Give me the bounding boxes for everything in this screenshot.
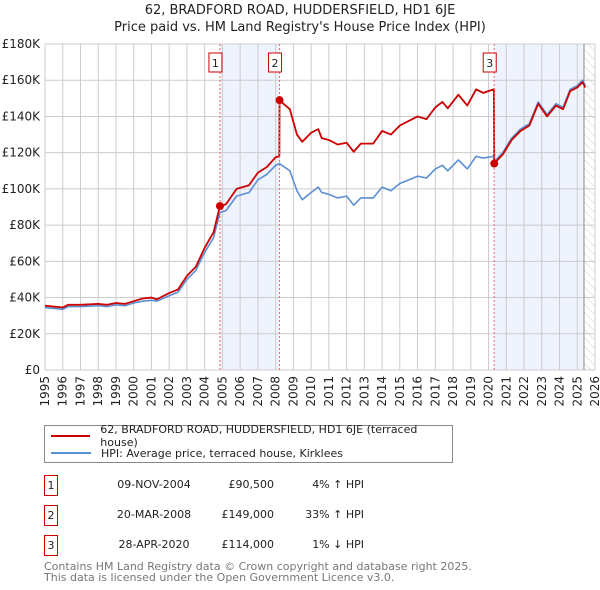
sale-marker-box: [482, 52, 497, 73]
x-tick-label: 2002: [162, 376, 176, 407]
x-tick-label: 2018: [446, 376, 460, 407]
x-tick-label: 2024: [553, 376, 567, 407]
y-tick-label: £0: [25, 363, 40, 377]
x-tick-label: 2019: [464, 376, 478, 407]
shaded-period: [494, 44, 584, 370]
transaction-hpi-diff: 4% ↑ HPI: [312, 478, 364, 491]
chart-title: 62, BRADFORD ROAD, HUDDERSFIELD, HD1 6JE: [144, 3, 456, 18]
shaded-period: [219, 44, 280, 370]
transaction-number: 2: [44, 505, 58, 526]
y-tick-label: £120K: [2, 146, 42, 160]
transaction-hpi-diff: 1% ↓ HPI: [312, 538, 364, 551]
x-tick-label: 2012: [340, 376, 354, 407]
price-paid-line: [44, 81, 587, 309]
sale-point: [490, 159, 499, 168]
transaction-date: 09-NOV-2004: [117, 478, 191, 491]
transaction-number: 1: [44, 475, 58, 496]
footer-licence: This data is licensed under the Open Gov…: [44, 571, 395, 584]
x-tick-label: 2005: [215, 376, 229, 407]
x-tick-label: 2014: [375, 376, 389, 407]
x-tick-label: 2009: [286, 376, 300, 407]
x-tick-label: 2011: [322, 376, 336, 407]
transaction-row: 1 09-NOV-2004 £90,500 4% ↑ HPI: [44, 475, 374, 496]
x-tick-label: 2026: [588, 376, 600, 407]
y-tick-label: £20K: [9, 327, 41, 341]
legend-item-hpi: HPI: Average price, terraced house, Kirk…: [51, 445, 343, 461]
x-tick-label: 2008: [269, 376, 283, 407]
x-tick-label: 2021: [499, 376, 513, 407]
sale-marker-label: 2: [272, 57, 279, 70]
transaction-row: 3 28-APR-2020 £114,000 1% ↓ HPI: [44, 535, 374, 556]
transaction-hpi-diff: 33% ↑ HPI: [305, 508, 364, 521]
x-tick-label: 2001: [144, 376, 158, 407]
sale-point: [275, 96, 284, 105]
y-tick-label: £80K: [9, 218, 41, 232]
x-tick-label: 2022: [517, 376, 531, 407]
x-tick-label: 2007: [251, 376, 265, 407]
sale-marker-box: [268, 52, 283, 73]
y-tick-label: £40K: [9, 291, 41, 305]
transaction-row: 2 20-MAR-2008 £149,000 33% ↑ HPI: [44, 505, 374, 526]
legend-item-property: 62, BRADFORD ROAD, HUDDERSFIELD, HD1 6JE…: [51, 423, 452, 449]
x-tick-label: 2020: [482, 376, 496, 407]
x-tick-label: 2023: [535, 376, 549, 407]
transaction-price: £90,500: [228, 478, 275, 491]
x-tick-label: 2000: [127, 376, 141, 407]
transaction-price: £149,000: [221, 508, 275, 521]
legend: 62, BRADFORD ROAD, HUDDERSFIELD, HD1 6JE…: [44, 423, 453, 463]
x-tick-label: 2025: [570, 376, 584, 407]
transaction-date: 20-MAR-2008: [116, 508, 192, 521]
y-tick-label: £160K: [2, 73, 42, 87]
transaction-date: 28-APR-2020: [118, 538, 190, 551]
x-tick-label: 2003: [180, 376, 194, 407]
x-tick-label: 2010: [304, 376, 318, 407]
footer-copyright: Contains HM Land Registry data © Crown c…: [44, 560, 472, 573]
legend-label: 62, BRADFORD ROAD, HUDDERSFIELD, HD1 6JE…: [100, 423, 418, 449]
sale-point: [215, 202, 224, 211]
x-tick-label: 2015: [393, 376, 407, 407]
x-tick-label: 1998: [91, 376, 105, 407]
hpi-line: [44, 79, 586, 311]
x-tick-label: 1995: [38, 376, 52, 407]
footer: Contains HM Land Registry data © Crown c…: [44, 561, 472, 583]
sale-marker-box: [208, 52, 223, 73]
y-tick-label: £180K: [2, 37, 42, 51]
legend-label: HPI: Average price, terraced house, Kirk…: [101, 446, 344, 460]
y-tick-label: £100K: [2, 182, 42, 196]
transaction-price: £114,000: [221, 538, 275, 551]
legend-swatch-red: [51, 435, 91, 437]
y-tick-label: £60K: [9, 254, 41, 268]
x-tick-label: 2004: [198, 376, 212, 407]
x-tick-label: 2017: [428, 376, 442, 407]
x-tick-label: 1997: [73, 376, 87, 407]
x-tick-label: 2006: [233, 376, 247, 407]
x-tick-label: 2016: [411, 376, 425, 407]
chart-plot: 1 2 3 £0 £20K £40K £60K £80K £100K £120K £140K £16…: [2, 37, 600, 407]
x-tick-label: 1999: [109, 376, 123, 407]
forecast-hatch: [584, 44, 595, 370]
sale-marker-label: 1: [212, 57, 219, 70]
x-tick-label: 1996: [56, 376, 70, 407]
transaction-number: 3: [44, 535, 58, 556]
chart-subtitle: Price paid vs. HM Land Registry's House …: [114, 20, 486, 35]
y-tick-label: £140K: [2, 109, 42, 123]
x-tick-label: 2013: [357, 376, 371, 407]
sale-marker-label: 3: [486, 57, 493, 70]
legend-swatch-blue: [51, 452, 91, 454]
